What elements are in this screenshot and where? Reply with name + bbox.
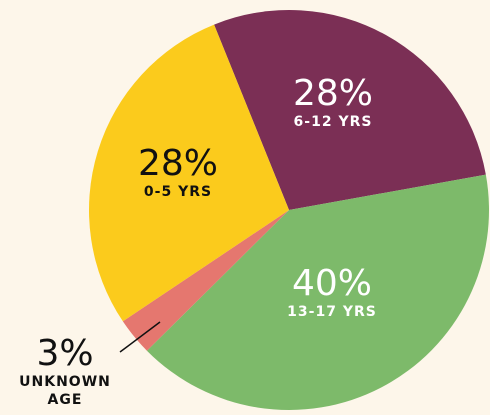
- value-label: 40%: [292, 263, 372, 304]
- slice: [146, 174, 489, 410]
- slice: [122, 210, 290, 351]
- value-label: 3%: [36, 333, 93, 374]
- value-label: 28%: [293, 73, 373, 114]
- category-label: UNKNOWN AGE: [19, 374, 111, 408]
- leader-line: [119, 321, 161, 353]
- category-label: 13-17 YRS: [287, 304, 377, 320]
- value-label: 28%: [138, 143, 218, 184]
- slice: [88, 24, 289, 322]
- category-label: 0-5 YRS: [144, 184, 212, 200]
- category-label: 6-12 YRS: [294, 114, 373, 130]
- slice: [214, 9, 486, 210]
